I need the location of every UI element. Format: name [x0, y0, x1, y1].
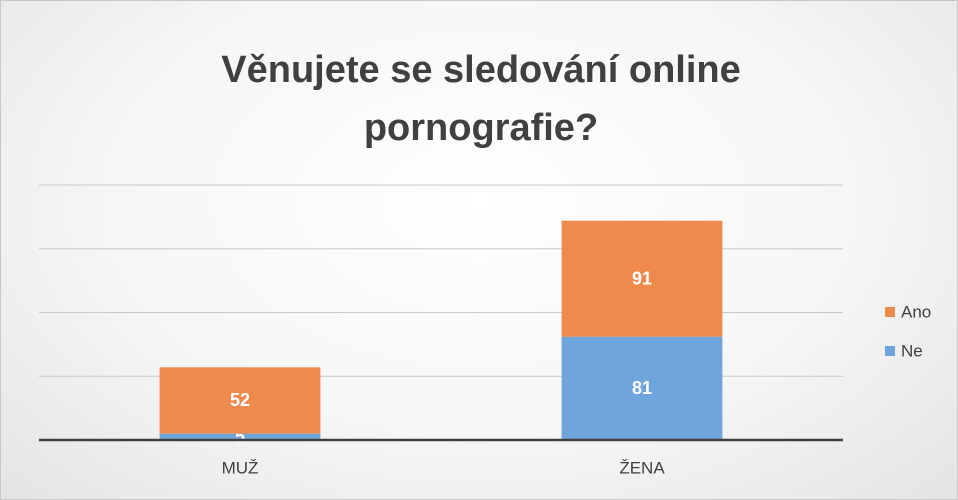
legend-label: Ano	[901, 302, 931, 321]
data-label: 81	[632, 378, 652, 398]
x-tick-label: ŽENA	[619, 458, 665, 477]
x-tick-label: MUŽ	[222, 458, 259, 477]
bar-segment	[561, 336, 723, 440]
chart-title: Věnujete se sledování online pornografie…	[221, 49, 741, 149]
data-label: 5	[235, 427, 245, 447]
bar-segment	[561, 220, 723, 337]
bar-segment	[159, 433, 321, 440]
legend-swatch	[885, 346, 895, 356]
legend-swatch	[885, 307, 895, 317]
data-label: 91	[632, 268, 652, 288]
legend-label: Ne	[901, 341, 923, 360]
bar-segment	[159, 367, 321, 434]
data-label: 52	[230, 390, 250, 410]
